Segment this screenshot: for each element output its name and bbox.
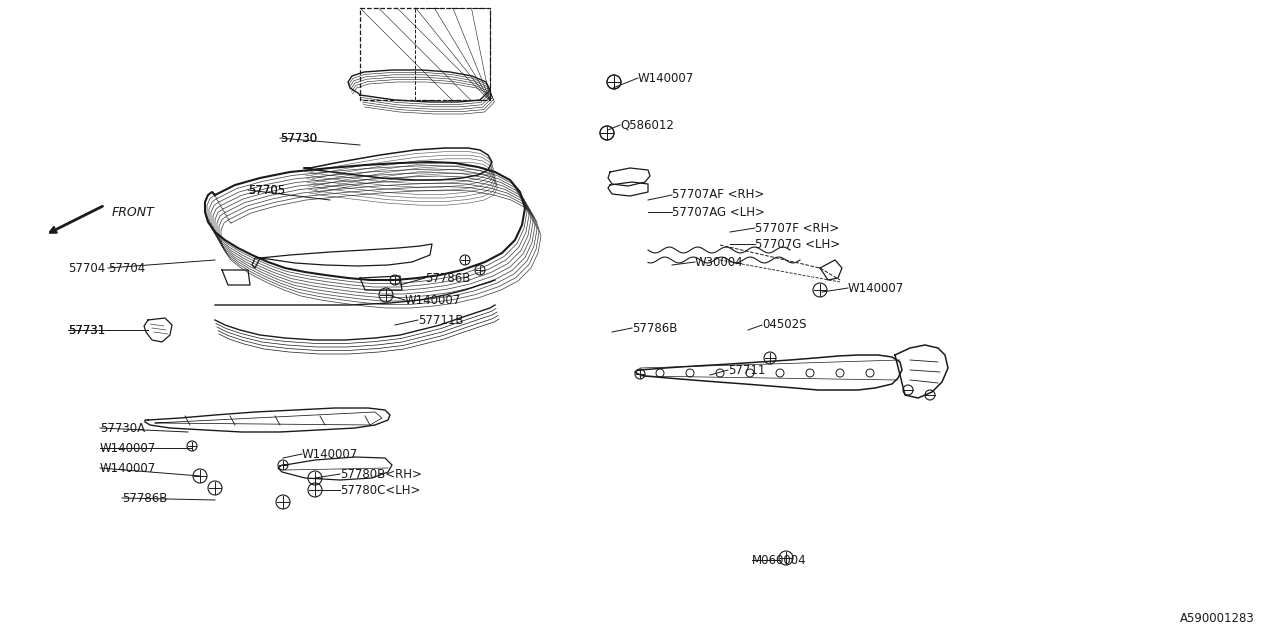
Text: 57730: 57730: [280, 131, 317, 145]
Text: 57705: 57705: [248, 184, 285, 196]
Text: 57730A: 57730A: [100, 422, 145, 435]
Text: Q586012: Q586012: [620, 118, 673, 131]
Text: 57786B: 57786B: [632, 321, 677, 335]
Text: 57707AG <LH>: 57707AG <LH>: [672, 205, 765, 218]
Text: 57780B<RH>: 57780B<RH>: [340, 467, 422, 481]
Text: W140007: W140007: [302, 447, 358, 461]
Text: 57731: 57731: [68, 323, 105, 337]
Text: 57705: 57705: [248, 184, 285, 196]
Text: FRONT: FRONT: [113, 205, 155, 218]
Text: 57707F <RH>: 57707F <RH>: [755, 221, 840, 234]
Text: 57704: 57704: [68, 262, 105, 275]
Text: 57780C<LH>: 57780C<LH>: [340, 483, 420, 497]
Text: 57786B: 57786B: [122, 492, 168, 504]
Text: 57704: 57704: [108, 262, 145, 275]
Text: 57711B: 57711B: [419, 314, 463, 326]
Text: A590001283: A590001283: [1180, 612, 1254, 625]
Text: W140007: W140007: [404, 294, 461, 307]
Text: W140007: W140007: [849, 282, 904, 294]
Text: W140007: W140007: [100, 442, 156, 454]
Text: 57786B: 57786B: [425, 271, 470, 285]
Text: W140007: W140007: [637, 72, 694, 84]
Text: 57707AF <RH>: 57707AF <RH>: [672, 189, 764, 202]
Text: 57731: 57731: [68, 323, 105, 337]
Text: 57711: 57711: [728, 364, 765, 376]
Text: W140007: W140007: [100, 461, 156, 474]
Text: 57707G <LH>: 57707G <LH>: [755, 237, 840, 250]
Text: W30004: W30004: [695, 255, 744, 269]
Text: M060004: M060004: [753, 554, 806, 566]
Text: 57730: 57730: [280, 131, 317, 145]
Text: 04502S: 04502S: [762, 319, 806, 332]
